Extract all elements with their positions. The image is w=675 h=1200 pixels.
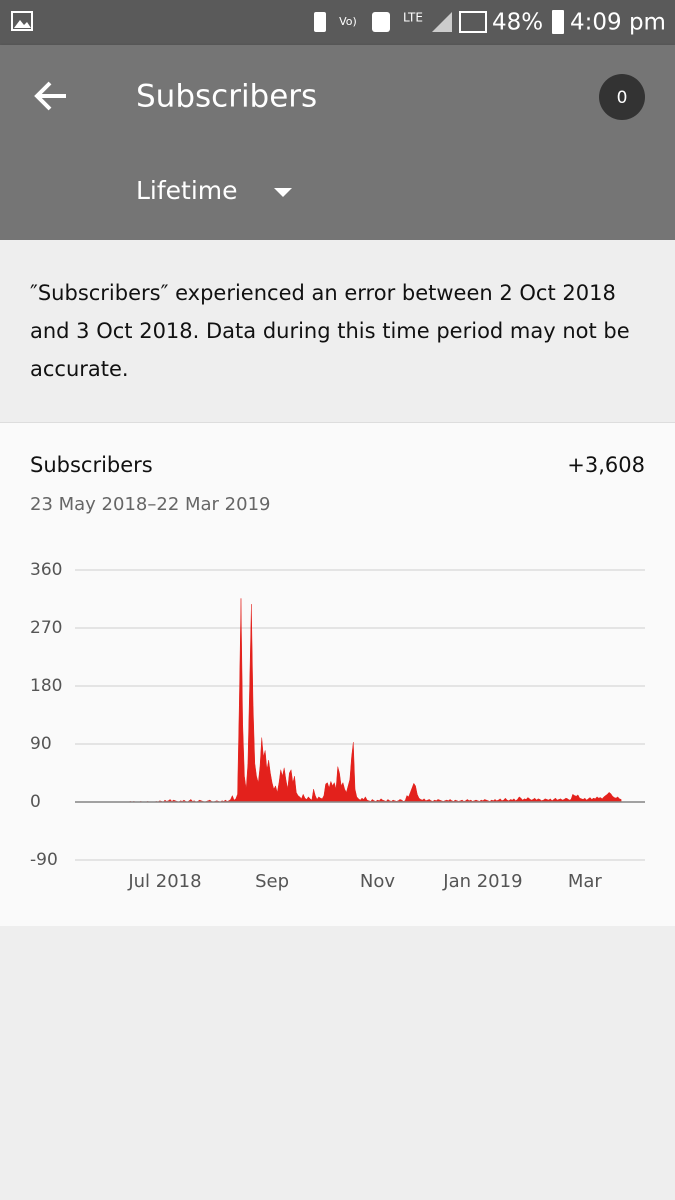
volte-icon: Vo) [339,15,357,28]
gallery-icon [11,11,33,31]
x-tick-label: Jan 2019 [442,871,522,892]
toolbar-content: Subscribers 0 Lifetime [34,74,645,205]
card-title: Subscribers [30,453,153,477]
period-dropdown[interactable]: Lifetime [136,176,292,205]
chart: Subscribers +3,608 23 May 2018–22 Mar 20… [30,453,645,892]
y-tick-label: 270 [30,618,62,638]
battery-level: 48% [492,10,543,36]
health-icon [372,12,390,32]
back-button[interactable] [34,81,66,111]
y-tick-label: 180 [30,676,62,696]
clock: 4:09 pm [570,10,666,36]
battery-saver-icon [314,12,326,32]
card-total: +3,608 [567,453,645,477]
x-tick-label: Mar [568,871,603,892]
x-tick-label: Jul 2018 [127,871,201,892]
signal-icon-2 [459,11,487,33]
area [97,598,622,803]
notice-banner [0,240,675,423]
screen-title: Subscribers [136,79,317,115]
dropdown-arrow [274,188,292,197]
toolbar: Subscribers 0 Lifetime [0,45,675,240]
y-tick-label: 360 [30,560,62,580]
signal-icon [432,12,452,32]
chart-card: Subscribers +3,608 23 May 2018–22 Mar 20… [0,423,675,926]
date-range: 23 May 2018–22 Mar 2019 [30,494,271,515]
battery-icon [552,10,564,34]
y-tick-label: 90 [30,734,52,754]
x-tick-label: Nov [360,871,395,892]
badge[interactable] [599,74,645,120]
status-icons: Vo) LTE 48% 4:09 pm [11,10,666,36]
period-label: Lifetime [136,176,238,205]
notice-text: ″Subscribers″ experienced an error betwe… [30,281,630,381]
badge-count: 0 [617,88,628,108]
y-tick-label: 0 [30,792,41,812]
y-tick-label: -90 [30,850,58,870]
gallery-icon-shape [14,20,31,28]
network-type: LTE [403,11,423,25]
status-bar: Vo) LTE 48% 4:09 pm [0,0,675,45]
x-tick-label: Sep [255,871,289,892]
